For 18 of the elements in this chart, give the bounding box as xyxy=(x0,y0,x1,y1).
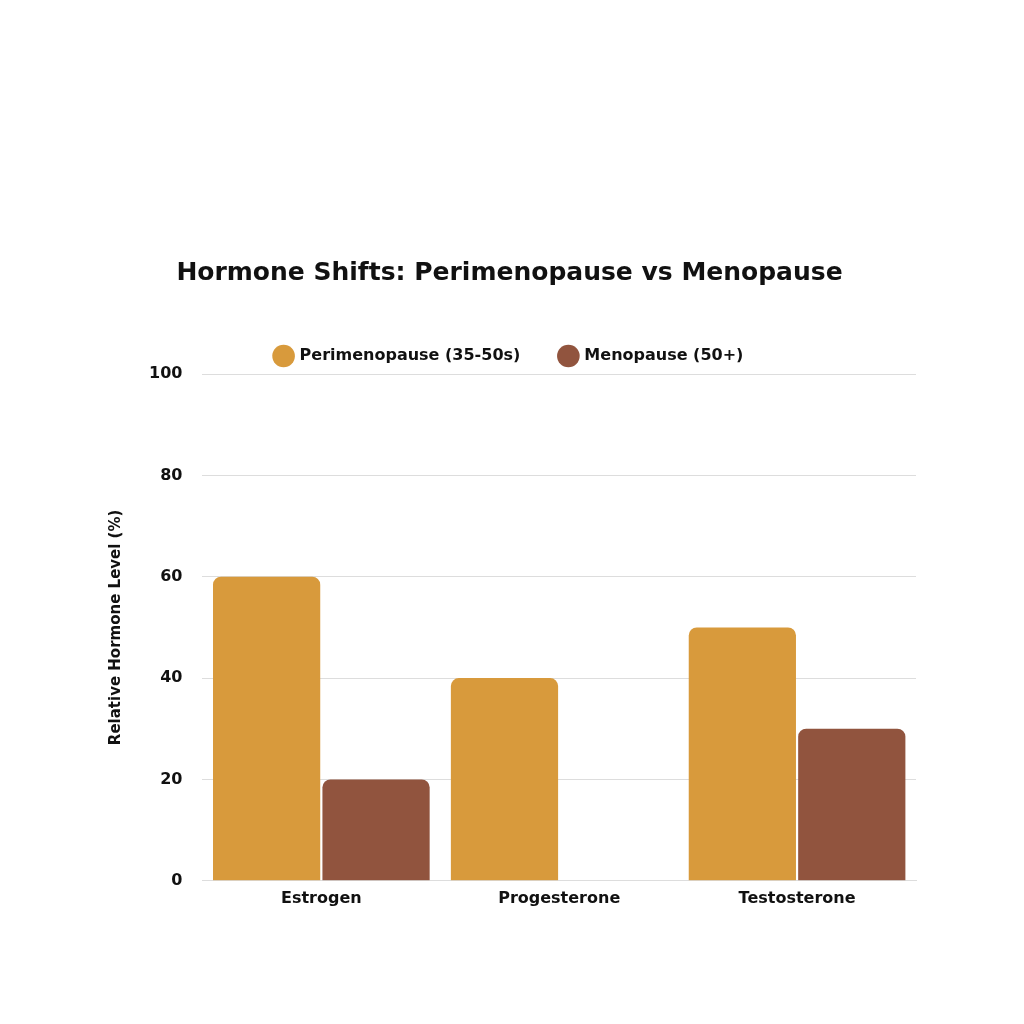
x-tick-label: Progesterone xyxy=(498,887,621,907)
y-tick-label: 100 xyxy=(148,363,183,383)
y-axis-title: Relative Hormone Level (%) xyxy=(105,509,124,746)
bar xyxy=(322,779,430,881)
legend-label: Perimenopause (35-50s) xyxy=(299,345,521,365)
bar xyxy=(798,728,906,881)
y-tick-label: 20 xyxy=(160,768,183,788)
y-tick-label: 60 xyxy=(160,565,183,585)
bar xyxy=(688,627,796,881)
legend-label: Menopause (50+) xyxy=(584,345,744,365)
y-tick-label: 80 xyxy=(160,464,183,484)
bar xyxy=(450,678,559,881)
chart-title: Hormone Shifts: Perimenopause vs Menopause xyxy=(176,256,843,286)
x-tick-label: Testosterone xyxy=(738,887,856,907)
x-tick-label: Estrogen xyxy=(280,887,362,907)
bar xyxy=(213,576,321,881)
y-tick-label: 40 xyxy=(160,667,183,687)
y-tick-label: 0 xyxy=(171,869,183,889)
